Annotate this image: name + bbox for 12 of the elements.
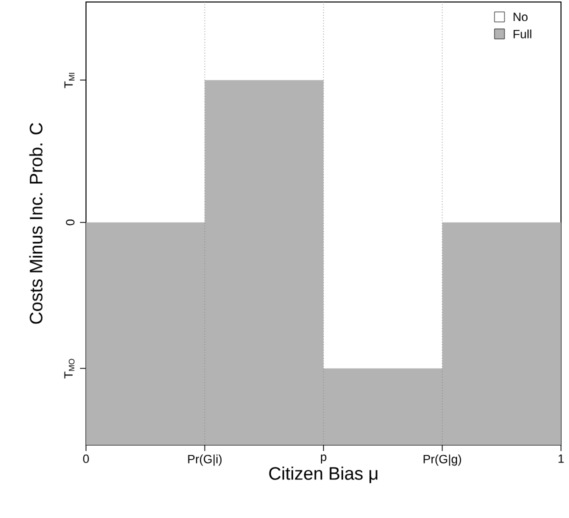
x-tick-label: 0	[83, 454, 89, 464]
x-tick-label: Pr(G|i)	[188, 454, 222, 466]
y-axis-title: Costs Minus Inc. Prob. C	[29, 123, 42, 324]
text: T$_{MO}$	[64, 358, 74, 378]
x-tick-label: 1	[558, 454, 564, 463]
legend-label: No	[514, 12, 528, 22]
x-axis-title: Citizen Bias μ	[269, 466, 378, 484]
text: Full	[514, 30, 532, 38]
text: 0	[66, 220, 74, 226]
text: T$_{MI}$	[64, 72, 74, 88]
x-tick-label: p	[320, 454, 326, 464]
x-tick-label: Pr(G|g)	[424, 454, 462, 466]
